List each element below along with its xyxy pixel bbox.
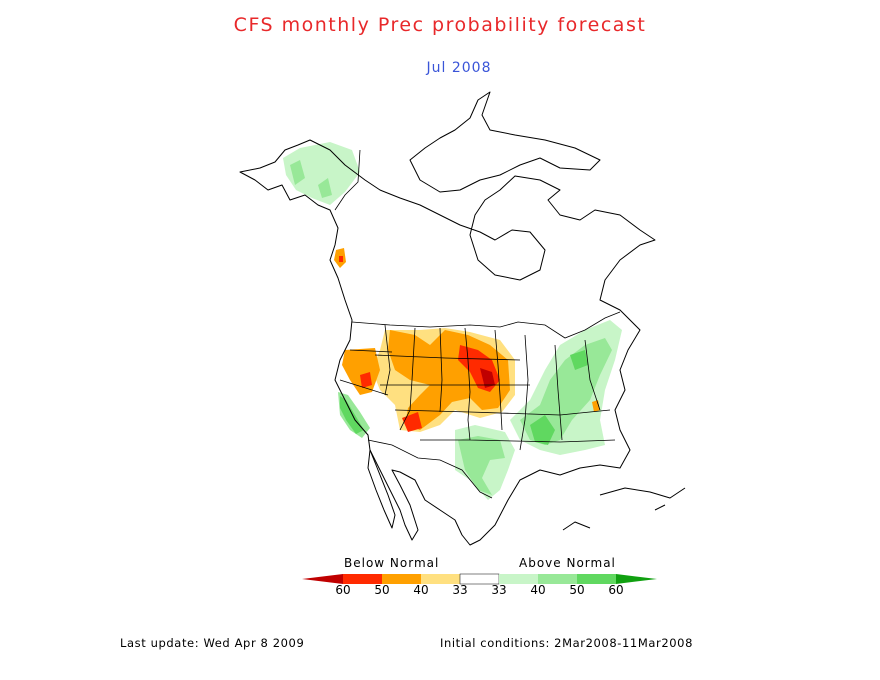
legend-below-label: Below Normal: [344, 556, 440, 570]
legend-tick: 60: [608, 583, 624, 597]
shade-east-above-50: [530, 350, 588, 445]
legend-tick: 50: [374, 583, 390, 597]
legend-tick: 50: [569, 583, 585, 597]
legend-swatch-below-33: [421, 574, 460, 584]
legend-tick-labels: 60 50 40 33 33 40 50 60: [0, 583, 880, 599]
us-canada-border: [351, 311, 621, 339]
shade-plains-below-50: [402, 345, 500, 432]
legend-tick: 33: [491, 583, 507, 597]
shade-west-below-50: [360, 372, 372, 388]
shade-texas-above-40: [458, 436, 505, 495]
greenland-arctic-islands: [409, 91, 601, 193]
legend-arrow-below: [302, 574, 343, 584]
map-title: CFS monthly Prec probability forecast: [233, 14, 647, 36]
initial-conditions-text: Initial conditions: 2Mar2008-11Mar2008: [440, 636, 693, 650]
us-mexico-border: [367, 439, 493, 499]
north-america-coast: [239, 139, 656, 546]
shade-plains-below-60: [480, 368, 495, 388]
legend-above-label: Above Normal: [519, 556, 616, 570]
probability-shading: [283, 142, 622, 500]
baja-california: [367, 449, 396, 529]
last-update-text: Last update: Wed Apr 8 2009: [120, 636, 305, 650]
coastlines: [239, 91, 686, 546]
legend-tick: 60: [335, 583, 351, 597]
political-boundaries: [334, 149, 621, 499]
map-subtitle: Jul 2008: [426, 60, 492, 76]
legend-arrow-above: [616, 574, 657, 584]
legend-swatch-above-33: [499, 574, 538, 584]
shade-bc-below-50: [339, 256, 343, 262]
alaska-border: [334, 149, 361, 211]
legend-swatch-below-50: [343, 574, 382, 584]
legend-tick: 40: [413, 583, 429, 597]
legend-tick: 40: [530, 583, 546, 597]
shade-west-below-40: [342, 348, 380, 395]
shade-alaska-above-40: [290, 160, 332, 198]
legend-tick: 33: [452, 583, 468, 597]
legend-swatch-above-40: [538, 574, 577, 584]
legend-swatch-below-40: [382, 574, 421, 584]
us-state-lines: [339, 324, 616, 451]
shade-alaska-above-33: [283, 142, 360, 205]
legend-colorbar: [302, 573, 657, 585]
cuba-caribbean: [562, 487, 686, 531]
legend-swatch-above-50: [577, 574, 616, 584]
